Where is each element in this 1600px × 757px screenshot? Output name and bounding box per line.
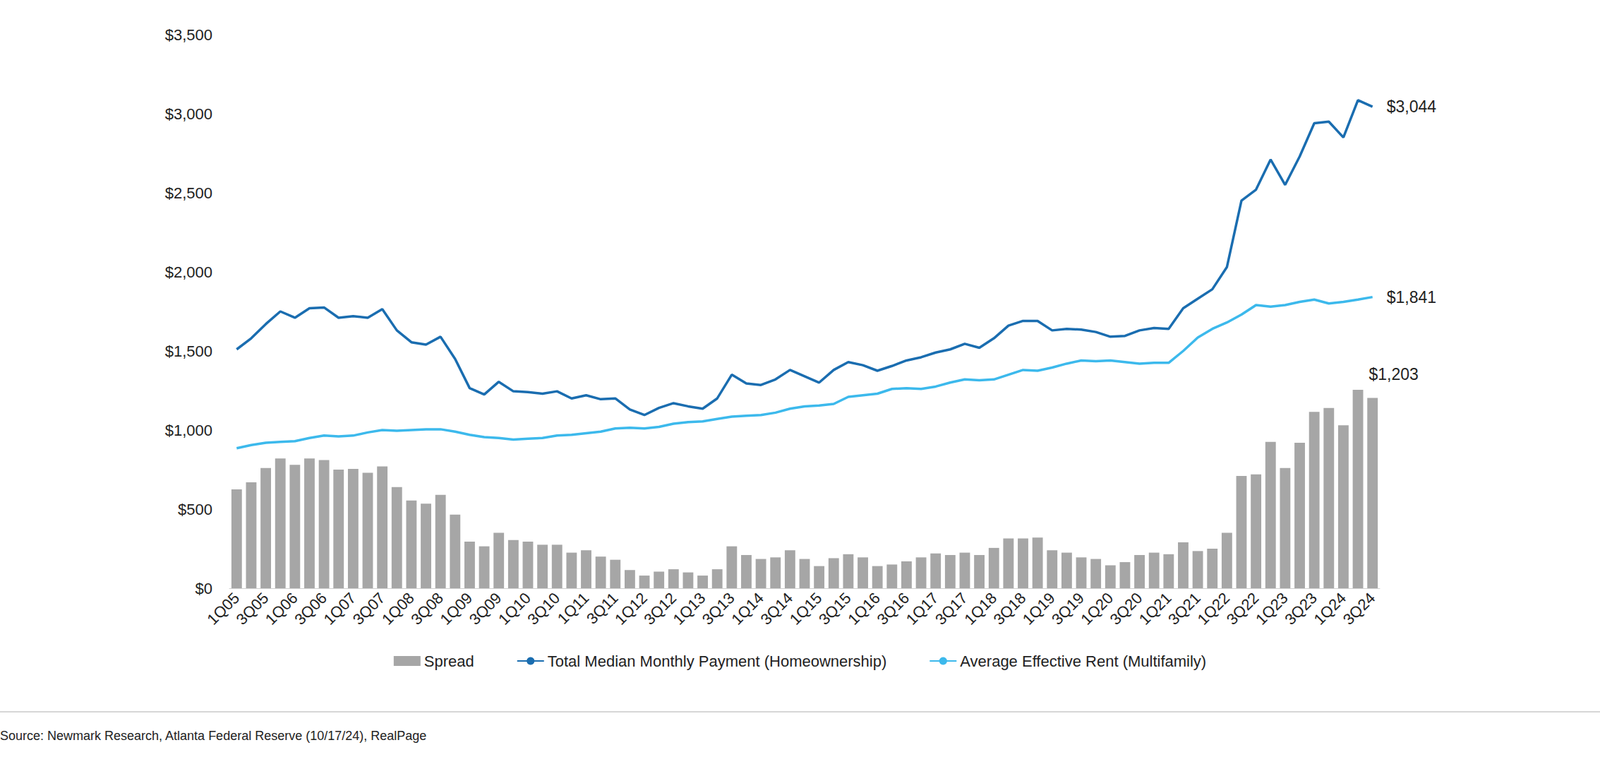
svg-text:1Q09: 1Q09 xyxy=(436,588,477,629)
svg-text:Source: Newmark Research, Atla: Source: Newmark Research, Atlanta Federa… xyxy=(0,728,427,743)
svg-text:3Q05: 3Q05 xyxy=(232,588,273,629)
svg-text:3Q22: 3Q22 xyxy=(1223,588,1263,629)
svg-text:$3,000: $3,000 xyxy=(165,105,213,123)
svg-text:1Q10: 1Q10 xyxy=(494,588,535,629)
svg-text:3Q17: 3Q17 xyxy=(931,588,972,629)
svg-text:$3,044: $3,044 xyxy=(1386,97,1437,116)
svg-text:$500: $500 xyxy=(177,500,213,519)
svg-text:$2,000: $2,000 xyxy=(165,263,213,281)
svg-text:3Q23: 3Q23 xyxy=(1280,588,1321,629)
svg-text:$1,000: $1,000 xyxy=(165,421,213,439)
svg-text:Spread: Spread xyxy=(424,652,475,670)
svg-text:$1,203: $1,203 xyxy=(1369,364,1419,384)
svg-text:Average Effective Rent (Multif: Average Effective Rent (Multifamily) xyxy=(959,652,1207,670)
svg-text:3Q08: 3Q08 xyxy=(407,588,447,629)
svg-text:3Q10: 3Q10 xyxy=(523,588,564,629)
svg-text:1Q08: 1Q08 xyxy=(378,588,418,629)
svg-text:3Q15: 3Q15 xyxy=(815,588,855,629)
svg-text:1Q17: 1Q17 xyxy=(902,588,943,629)
svg-text:1Q21: 1Q21 xyxy=(1135,588,1176,629)
svg-text:3Q07: 3Q07 xyxy=(349,588,389,629)
svg-text:1Q12: 1Q12 xyxy=(611,588,651,629)
svg-text:1Q23: 1Q23 xyxy=(1252,588,1292,629)
svg-text:3Q12: 3Q12 xyxy=(640,588,680,629)
svg-text:1Q16: 1Q16 xyxy=(844,588,884,629)
svg-text:3Q18: 3Q18 xyxy=(990,588,1030,629)
svg-text:3Q21: 3Q21 xyxy=(1164,588,1205,629)
svg-text:$1,500: $1,500 xyxy=(165,342,213,360)
svg-text:1Q05: 1Q05 xyxy=(203,588,243,629)
svg-text:3Q11: 3Q11 xyxy=(582,588,622,628)
svg-text:1Q06: 1Q06 xyxy=(261,588,302,629)
svg-text:1Q15: 1Q15 xyxy=(786,588,826,629)
svg-text:1Q18: 1Q18 xyxy=(960,588,1001,629)
svg-text:$3,500: $3,500 xyxy=(165,26,213,44)
svg-text:1Q07: 1Q07 xyxy=(320,588,360,629)
svg-text:$2,500: $2,500 xyxy=(165,184,213,202)
svg-text:1Q19: 1Q19 xyxy=(1019,588,1059,629)
svg-text:1Q20: 1Q20 xyxy=(1077,588,1117,629)
svg-text:1Q13: 1Q13 xyxy=(669,588,710,629)
svg-text:3Q09: 3Q09 xyxy=(465,588,506,629)
svg-text:1Q14: 1Q14 xyxy=(727,588,768,629)
svg-text:1Q24: 1Q24 xyxy=(1310,588,1351,629)
svg-text:$0: $0 xyxy=(195,579,213,598)
svg-text:3Q24: 3Q24 xyxy=(1339,588,1380,629)
svg-text:3Q20: 3Q20 xyxy=(1106,588,1147,629)
svg-text:$1,841: $1,841 xyxy=(1386,287,1437,307)
svg-text:3Q13: 3Q13 xyxy=(698,588,739,629)
svg-text:3Q19: 3Q19 xyxy=(1048,588,1088,629)
svg-text:3Q14: 3Q14 xyxy=(756,588,797,629)
svg-text:1Q22: 1Q22 xyxy=(1193,588,1233,629)
svg-text:1Q11: 1Q11 xyxy=(554,588,593,628)
svg-text:Total Median Monthly Payment (: Total Median Monthly Payment (Homeowners… xyxy=(547,652,888,670)
svg-text:3Q06: 3Q06 xyxy=(290,588,331,629)
svg-text:3Q16: 3Q16 xyxy=(873,588,914,629)
